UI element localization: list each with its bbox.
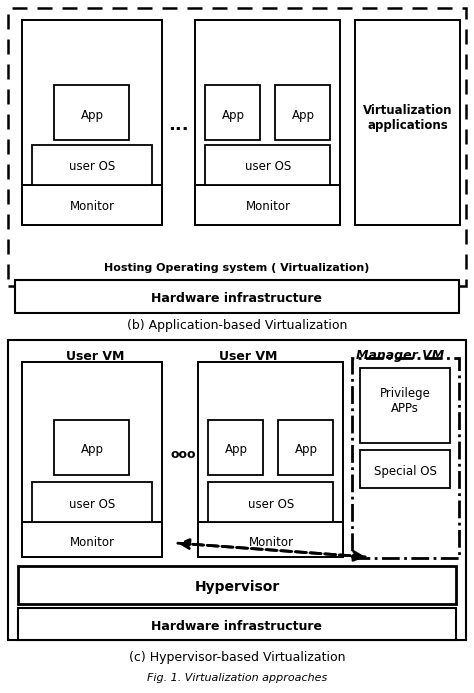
Bar (278, 420, 333, 475)
Bar (22, 185, 162, 225)
Text: user OS: user OS (248, 498, 294, 511)
Bar (208, 482, 333, 522)
Text: Hypervisor: Hypervisor (194, 580, 280, 594)
Text: App: App (225, 444, 247, 457)
Text: Hosting Operating system ( Virtualization): Hosting Operating system ( Virtualizatio… (104, 263, 370, 273)
Text: ooo: ooo (170, 448, 196, 462)
Bar (195, 20, 340, 225)
Bar (360, 450, 450, 488)
Text: Monitor: Monitor (248, 536, 293, 548)
Bar (8, 340, 466, 640)
Text: Monitor: Monitor (70, 200, 115, 213)
Text: Virtualization: Virtualization (363, 103, 453, 116)
Text: user OS: user OS (69, 498, 115, 511)
Bar (208, 420, 263, 475)
Bar (22, 362, 162, 557)
Bar (360, 368, 450, 443)
Bar (15, 280, 459, 313)
Text: ...: ... (168, 116, 188, 134)
Bar (8, 8, 466, 286)
Bar (205, 145, 330, 185)
Bar (18, 608, 456, 640)
Text: Special OS: Special OS (374, 464, 437, 477)
Text: Fig. 1. Virtualization approaches: Fig. 1. Virtualization approaches (147, 673, 327, 683)
Bar (275, 85, 330, 140)
Bar (198, 362, 343, 557)
Bar (198, 522, 343, 557)
Bar (32, 482, 152, 522)
Bar (22, 20, 162, 225)
Text: Hardware infrastructure: Hardware infrastructure (152, 292, 322, 306)
Bar (205, 85, 260, 140)
Text: applications: applications (368, 119, 448, 132)
Text: user OS: user OS (245, 161, 291, 173)
Text: Privilege: Privilege (380, 387, 430, 399)
Bar (54, 85, 129, 140)
Bar (352, 358, 459, 558)
Text: (c) Hypervisor-based Virtualization: (c) Hypervisor-based Virtualization (129, 651, 345, 665)
Text: Monitor: Monitor (246, 200, 291, 213)
Text: user OS: user OS (69, 161, 115, 173)
Text: Hardware infrastructure: Hardware infrastructure (152, 620, 322, 633)
Text: APPs: APPs (391, 401, 419, 414)
Text: App: App (221, 109, 245, 121)
Bar (54, 420, 129, 475)
Text: (b) Application-based Virtualization: (b) Application-based Virtualization (127, 319, 347, 331)
Text: App: App (294, 444, 318, 457)
Text: User VM: User VM (219, 349, 277, 362)
Bar (18, 566, 456, 604)
Bar (22, 522, 162, 557)
Text: Monitor: Monitor (70, 536, 115, 548)
Bar (195, 185, 340, 225)
Text: App: App (81, 444, 103, 457)
Text: App: App (81, 109, 103, 121)
Text: App: App (292, 109, 315, 121)
Bar (32, 145, 152, 185)
Bar (355, 20, 460, 225)
Text: User VM: User VM (66, 349, 124, 362)
Text: Manager VM: Manager VM (356, 349, 444, 362)
